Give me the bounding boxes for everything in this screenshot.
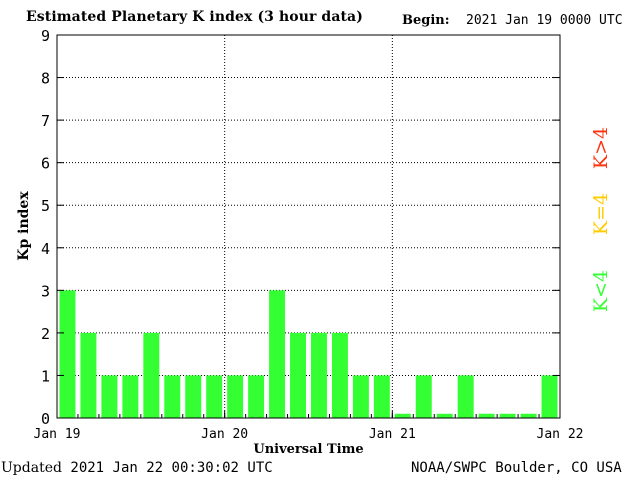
plot-frame: [56, 34, 561, 419]
updated-label: Updated: [1, 460, 62, 476]
bar-18: [415, 375, 432, 418]
updated-value: 2021 Jan 22 00:30:02 UTC: [70, 460, 273, 476]
bar-4: [122, 375, 139, 418]
x-axis-label: Universal Time: [253, 442, 363, 457]
ytick-label: 8: [41, 70, 50, 88]
ytick-label: 9: [41, 27, 50, 45]
bar-10: [248, 375, 265, 418]
legend-item-2: K=4: [590, 192, 613, 236]
ytick-label: 4: [41, 240, 50, 258]
y-axis-label: Kp index: [16, 191, 32, 261]
legend-item-1: K<4: [590, 269, 613, 313]
bar-8: [206, 375, 223, 418]
bar-5: [143, 332, 160, 418]
legend-item-3: K>4: [590, 126, 613, 170]
xtick-label: Jan 20: [201, 427, 248, 442]
bar-3: [101, 375, 118, 418]
begin-value: 2021 Jan 19 0000 UTC: [466, 13, 623, 28]
bar-1: [59, 290, 76, 418]
ytick-label: 3: [41, 282, 50, 300]
bar-20: [457, 375, 474, 418]
xtick-label: Jan 19: [34, 427, 81, 442]
bar-6: [164, 375, 181, 418]
ytick-label: 0: [41, 410, 50, 428]
bar-11: [269, 290, 286, 418]
credit-text: NOAA/SWPC Boulder, CO USA: [411, 460, 622, 476]
bar-7: [185, 375, 202, 418]
ytick-label: 7: [41, 112, 50, 130]
bar-22: [499, 413, 516, 418]
bar-2: [80, 332, 97, 418]
xtick-label: Jan 22: [537, 427, 584, 442]
ytick-label: 2: [41, 325, 50, 343]
bar-24: [541, 375, 558, 418]
ytick-label: 1: [41, 367, 50, 385]
updated-timestamp: Updated 2021 Jan 22 00:30:02 UTC: [1, 460, 273, 476]
bar-12: [290, 332, 306, 418]
bar-14: [331, 332, 348, 418]
bar-21: [478, 413, 495, 418]
bar-9: [227, 375, 244, 418]
begin-label: Begin:: [402, 13, 450, 28]
chart-title: Estimated Planetary K index (3 hour data…: [26, 9, 363, 25]
bar-23: [520, 413, 537, 418]
ytick-label: 6: [41, 155, 50, 173]
bar-17: [394, 413, 411, 418]
xtick-label: Jan 21: [369, 427, 416, 442]
bar-16: [373, 375, 390, 418]
bar-15: [352, 375, 369, 418]
bar-13: [311, 332, 327, 418]
bar-19: [436, 413, 453, 418]
ytick-label: 5: [41, 197, 50, 215]
